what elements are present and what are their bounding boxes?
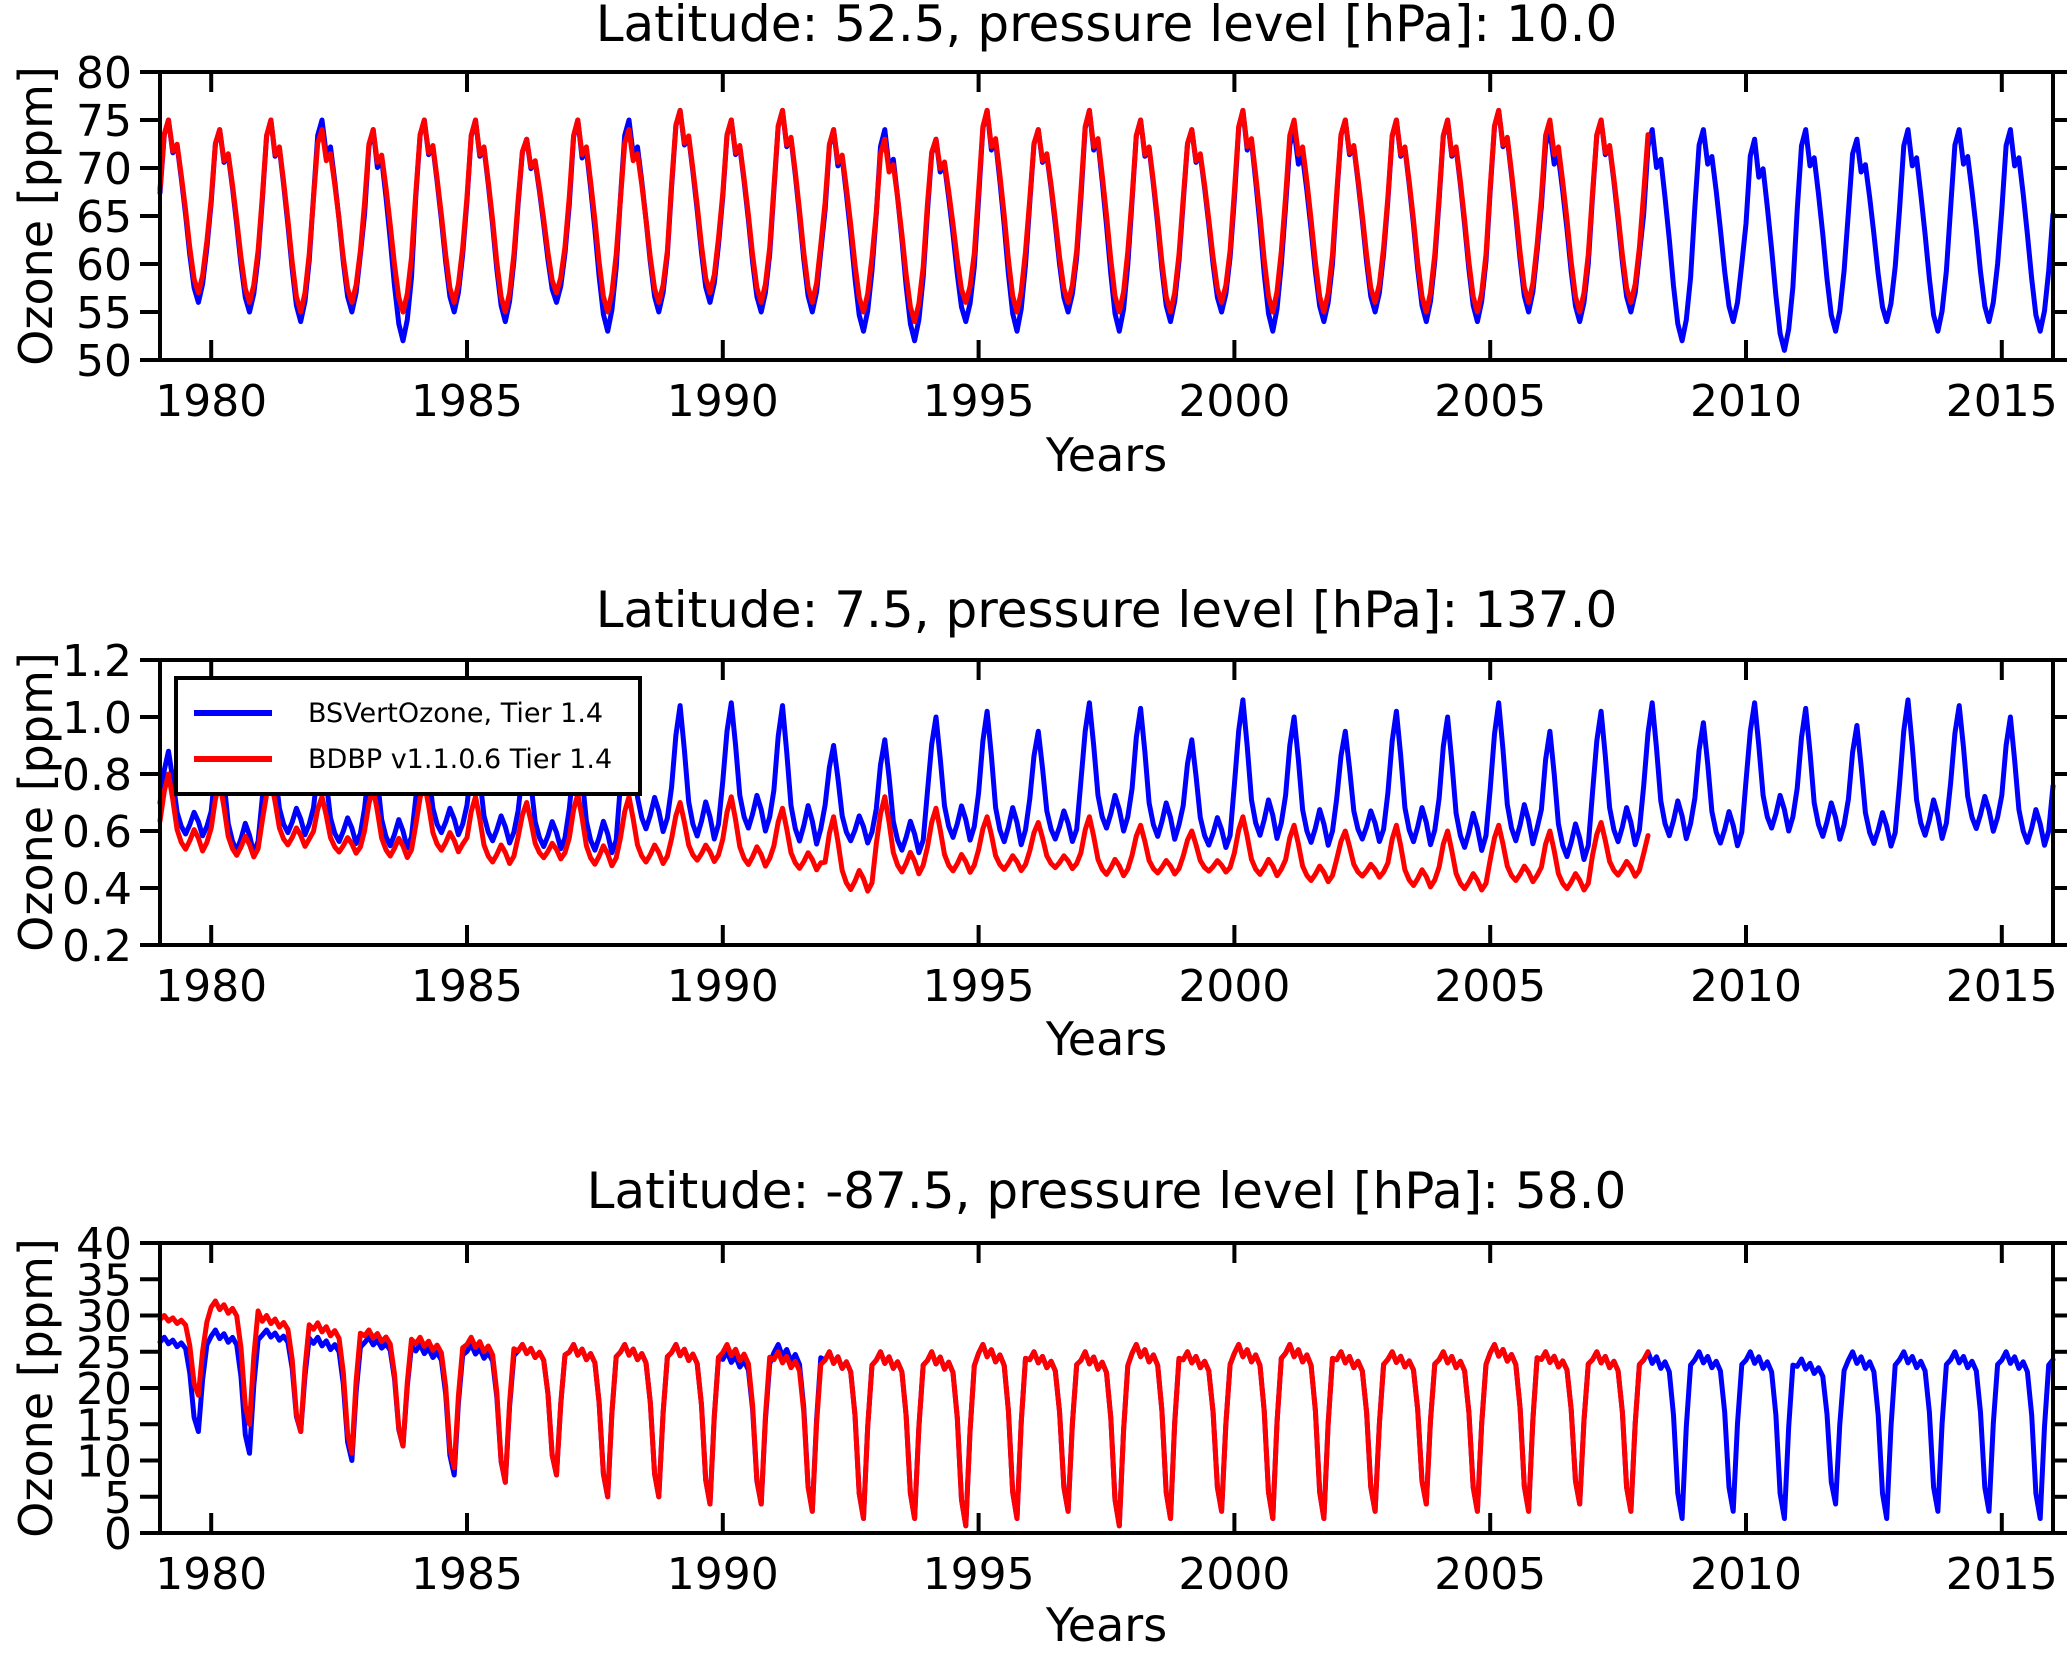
- y-tick-label: 70: [76, 144, 132, 195]
- x-tick-label: 1985: [411, 1549, 523, 1600]
- subplot-1-ylabel: Ozone [ppm]: [9, 66, 63, 366]
- axes-frame: [158, 658, 2055, 947]
- series-line-bdbp: [157, 771, 1651, 894]
- x-tick-label: 2010: [1690, 1549, 1802, 1600]
- series-lines: [157, 107, 2056, 353]
- series-line-bdbp: [157, 107, 1651, 325]
- y-tick-label: 65: [76, 192, 132, 243]
- y-tick-label: 80: [76, 48, 132, 99]
- subplot-1-title: Latitude: 52.5, pressure level [hPa]: 10…: [595, 0, 1618, 53]
- y-tick-label: 1.0: [62, 693, 132, 744]
- y-tick-label: 20: [76, 1364, 132, 1415]
- x-tick-label: 2005: [1434, 961, 1546, 1012]
- y-tick-label: 0.6: [62, 807, 132, 858]
- subplot-2-xlabel: Years: [1045, 1012, 1168, 1066]
- x-tick-label: 2005: [1434, 1549, 1546, 1600]
- x-tick-label: 1995: [923, 1549, 1035, 1600]
- legend: BSVertOzone, Tier 1.4 BDBP v1.1.0.6 Tier…: [174, 676, 643, 796]
- x-tick-label: 1985: [411, 961, 523, 1012]
- y-tick-label: 1.2: [62, 636, 132, 687]
- subplot-3-ylabel: Ozone [ppm]: [9, 1238, 63, 1538]
- x-tick-label: 1995: [923, 376, 1035, 427]
- series-lines: [157, 1298, 2056, 1529]
- y-tick-label: 35: [76, 1255, 132, 1306]
- subplot-2-ylabel: Ozone [ppm]: [9, 652, 63, 952]
- x-tick-label: 2010: [1690, 961, 1802, 1012]
- y-tick-label: 75: [76, 96, 132, 147]
- y-tick-label: 0.8: [62, 750, 132, 801]
- bdbp-line-swatch: [194, 756, 272, 762]
- y-tick-label: 40: [76, 1219, 132, 1270]
- y-tick-label: 60: [76, 240, 132, 291]
- y-tick-label: 15: [76, 1400, 132, 1451]
- subplot-2-axes: 1980 1985 1990 1995 2000 2005 2010 2015 1.2 1.0 0.…: [62, 636, 2067, 1012]
- bsvertozone-line-swatch: [194, 710, 272, 716]
- x-tick-label: 2015: [1946, 376, 2058, 427]
- y-tick-label: 50: [76, 336, 132, 387]
- x-tick-label: 1985: [411, 376, 523, 427]
- x-tick-label: 1980: [155, 1549, 267, 1600]
- x-tick-label: 1990: [667, 376, 779, 427]
- y-tick-label: 0.4: [62, 864, 132, 915]
- x-tick-label: 1995: [923, 961, 1035, 1012]
- subplot-3-xlabel: Years: [1045, 1598, 1168, 1652]
- legend-label-bsvertozone: BSVertOzone, Tier 1.4: [308, 697, 604, 729]
- subplot-1-xlabel: Years: [1045, 428, 1168, 482]
- series-line-bdbp: [157, 1298, 1651, 1529]
- y-tick-label: 5: [104, 1473, 132, 1524]
- subplot-2-title: Latitude: 7.5, pressure level [hPa]: 137…: [595, 581, 1618, 639]
- subplot-3-title: Latitude: -87.5, pressure level [hPa]: 5…: [586, 1162, 1627, 1220]
- x-tick-label: 2000: [1178, 1549, 1290, 1600]
- x-tick-label: 1980: [155, 376, 267, 427]
- y-tick-label: 10: [76, 1437, 132, 1488]
- x-tick-label: 1980: [155, 961, 267, 1012]
- legend-entry-bsvertozone: BSVertOzone, Tier 1.4: [194, 690, 612, 736]
- y-tick-label: 0: [104, 1509, 132, 1560]
- y-tick-label: 55: [76, 288, 132, 339]
- x-tick-label: 2015: [1946, 961, 2058, 1012]
- legend-entry-bdbp: BDBP v1.1.0.6 Tier 1.4: [194, 736, 612, 782]
- x-tick-label: 2010: [1690, 376, 1802, 427]
- subplot-1-axes: 1980 1985 1990 1995 2000 2005 2010 2015 80757065…: [76, 48, 2067, 427]
- x-tick-label: 1990: [667, 961, 779, 1012]
- x-tick-label: 2015: [1946, 1549, 2058, 1600]
- y-tick-label: 25: [76, 1328, 132, 1379]
- x-tick-label: 2000: [1178, 961, 1290, 1012]
- x-tick-label: 1990: [667, 1549, 779, 1600]
- subplot-3-axes: 1980 1985 1990 1995 2000 2005 2010 201540353025…: [76, 1219, 2067, 1600]
- y-tick-label: 30: [76, 1292, 132, 1343]
- x-tick-label: 2005: [1434, 376, 1546, 427]
- y-tick-label: 0.2: [62, 921, 132, 972]
- x-tick-label: 2000: [1178, 376, 1290, 427]
- legend-label-bdbp: BDBP v1.1.0.6 Tier 1.4: [308, 743, 613, 775]
